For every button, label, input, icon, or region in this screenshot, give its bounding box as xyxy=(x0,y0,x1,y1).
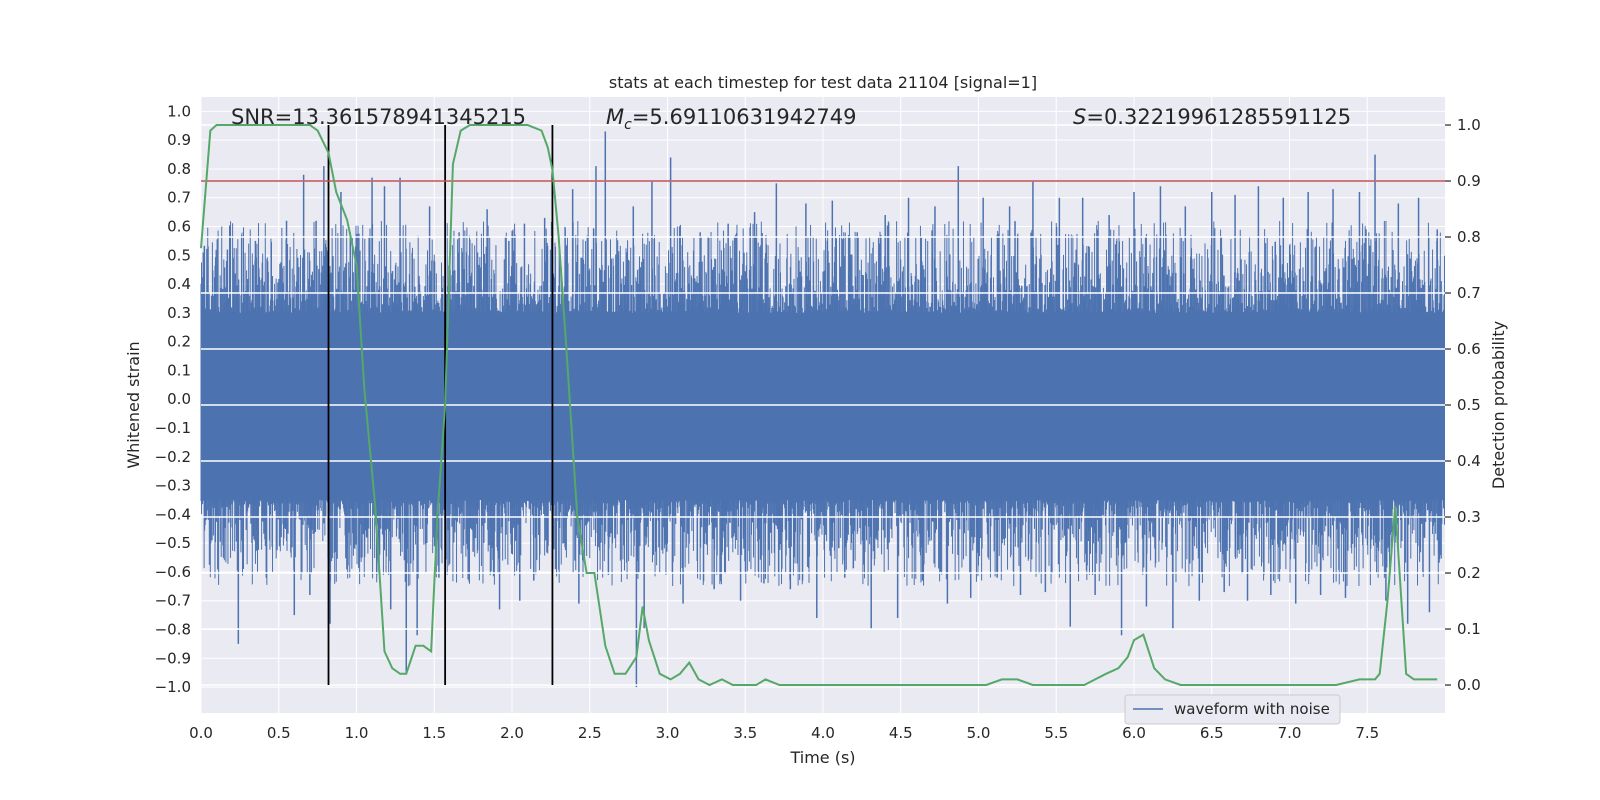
y2-tick-label: 0.5 xyxy=(1457,396,1481,414)
y2-axis-ticks: 1.0 0.9 0.8 0.7 0.6 0.5 0.4 0.3 0.2 0.1 0.0 xyxy=(1445,116,1481,694)
waveform-core xyxy=(201,312,1445,500)
y2-axis-label: Detection probability xyxy=(1489,321,1508,489)
x-tick-label: 6.5 xyxy=(1200,724,1224,742)
x-tick-label: 2.0 xyxy=(500,724,524,742)
x-tick-label: 7.0 xyxy=(1278,724,1302,742)
y-tick-label: −1.0 xyxy=(155,678,191,696)
y-tick-label: −0.9 xyxy=(155,649,191,667)
waveform-series xyxy=(200,131,1445,688)
x-tick-label: 1.5 xyxy=(422,724,446,742)
y-tick-label: 0.7 xyxy=(167,189,191,207)
y-tick-label: −0.2 xyxy=(155,448,191,466)
y2-tick-label: 0.7 xyxy=(1457,284,1481,302)
s-annotation: S=0.32219961285591125 xyxy=(1073,105,1351,129)
y-tick-label: 0.6 xyxy=(167,218,191,236)
y-tick-label: 0.5 xyxy=(167,246,191,264)
x-tick-label: 6.0 xyxy=(1122,724,1146,742)
y2-tick-label: 0.0 xyxy=(1457,676,1481,694)
chart-title: stats at each timestep for test data 211… xyxy=(609,73,1037,92)
y-tick-label: 0.0 xyxy=(167,390,191,408)
x-tick-label: 5.5 xyxy=(1044,724,1068,742)
chirp-mass-annotation: Mc=5.69110631942749 xyxy=(606,105,857,133)
s-symbol: S xyxy=(1073,105,1086,129)
x-tick-label: 3.0 xyxy=(656,724,680,742)
y-tick-label: 0.8 xyxy=(167,160,191,178)
x-tick-label: 4.0 xyxy=(811,724,835,742)
y-tick-label: −0.8 xyxy=(155,621,191,639)
y2-tick-label: 0.1 xyxy=(1457,620,1481,638)
probability-line xyxy=(200,124,1438,687)
chirp-mass-value: =5.69110631942749 xyxy=(632,105,857,129)
y-tick-label: −0.4 xyxy=(155,505,191,523)
y-tick-label: −0.7 xyxy=(155,592,191,610)
y-tick-label: −0.3 xyxy=(155,477,191,495)
chirp-mass-symbol: M xyxy=(606,105,624,129)
x-tick-label: 7.5 xyxy=(1355,724,1379,742)
x-tick-label: 1.0 xyxy=(345,724,369,742)
y-axis-ticks: 1.0 0.9 0.8 0.7 0.6 0.5 0.4 0.3 0.2 0.1 0.0 −0.1 −0.… xyxy=(155,102,191,696)
snr-annotation: SNR=13.361578941345215 xyxy=(231,105,526,129)
y-tick-label: −0.6 xyxy=(155,563,191,581)
y2-tick-label: 0.4 xyxy=(1457,452,1481,470)
legend-box xyxy=(1124,694,1341,725)
y2-tick-label: 0.2 xyxy=(1457,564,1481,582)
y-tick-label: 0.1 xyxy=(167,361,191,379)
y2-tick-label: 0.3 xyxy=(1457,508,1481,526)
y-tick-label: 0.2 xyxy=(167,333,191,351)
probability-series xyxy=(200,124,1438,687)
x-tick-label: 0.5 xyxy=(267,724,291,742)
x-tick-label: 0.0 xyxy=(189,724,213,742)
y-tick-label: 0.3 xyxy=(167,304,191,322)
x-axis-label: Time (s) xyxy=(789,748,855,767)
x-tick-label: 3.5 xyxy=(733,724,757,742)
x-axis-ticks: 0.0 0.5 1.0 1.5 2.0 2.5 3.0 3.5 4.0 4.5 5.0 5.5 6.0 6… xyxy=(189,724,1379,742)
y-axis-label: Whitened strain xyxy=(124,341,143,468)
y-tick-label: −0.1 xyxy=(155,419,191,437)
x-tick-label: 2.5 xyxy=(578,724,602,742)
y-tick-label: 0.9 xyxy=(167,131,191,149)
y2-tick-label: 0.9 xyxy=(1457,172,1481,190)
y-tick-label: 1.0 xyxy=(167,102,191,120)
x-tick-label: 4.5 xyxy=(889,724,913,742)
y-tick-label: −0.5 xyxy=(155,534,191,552)
legend-label: waveform with noise xyxy=(1174,700,1330,718)
y-tick-label: 0.4 xyxy=(167,275,191,293)
y2-tick-label: 0.8 xyxy=(1457,228,1481,246)
legend: waveform with noise xyxy=(1124,694,1341,725)
y2-tick-label: 0.6 xyxy=(1457,340,1481,358)
y2-tick-label: 1.0 xyxy=(1457,116,1481,134)
chirp-mass-subscript: c xyxy=(624,117,632,133)
s-value: =0.32219961285591125 xyxy=(1086,105,1351,129)
x-tick-label: 5.0 xyxy=(967,724,991,742)
